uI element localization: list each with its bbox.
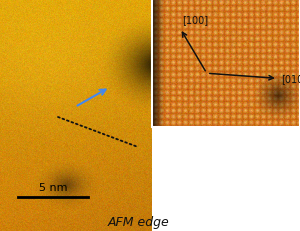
Bar <box>152 0 300 128</box>
Text: [100]: [100] <box>182 15 208 25</box>
Text: AFM edge: AFM edge <box>108 215 170 228</box>
Text: 5 nm: 5 nm <box>39 182 67 192</box>
Text: [010]: [010] <box>281 74 300 84</box>
